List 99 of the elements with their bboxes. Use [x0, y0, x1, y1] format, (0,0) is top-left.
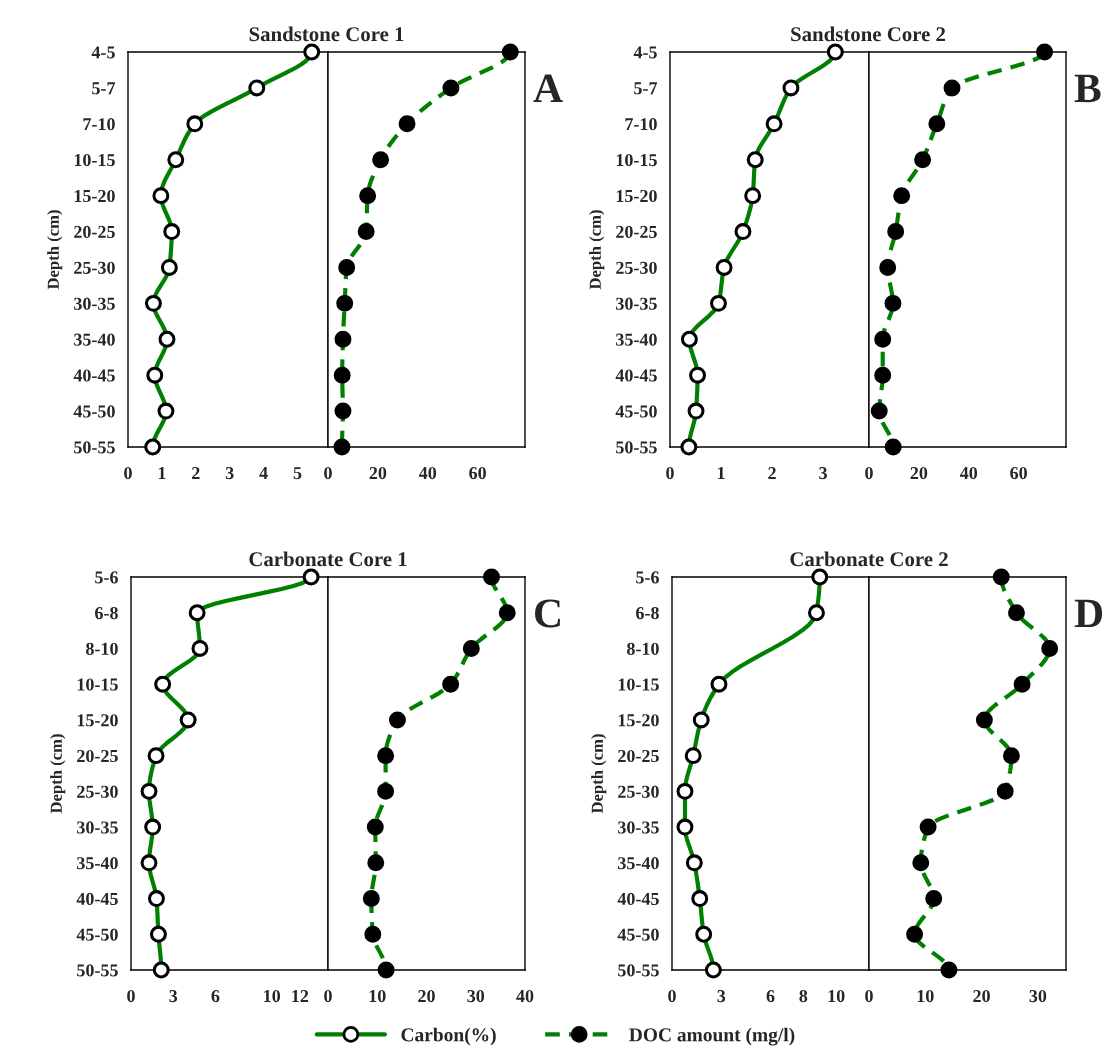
y-tick-label: 4-5	[633, 46, 657, 59]
y-tick-label: 30-35	[616, 297, 657, 310]
chart-title: Carbonate Core 2	[790, 551, 948, 567]
y-tick-label: 40-45	[76, 892, 118, 905]
y-tick-label: 5-6	[95, 571, 118, 584]
y-tick-label: 10-15	[618, 678, 659, 691]
y-tick-label: 15-20	[618, 714, 659, 727]
x-tick-label: 6	[211, 990, 220, 1003]
y-tick-label: 7-10	[625, 118, 657, 131]
y-tick-label: 45-50	[76, 928, 118, 941]
x-tick-label: 60	[1010, 466, 1027, 480]
y-tick-label: 6-8	[95, 606, 118, 620]
y-tick-label: 25-30	[616, 261, 657, 274]
y-tick-label: 35-40	[77, 857, 118, 870]
x-tick-label: 0	[124, 466, 132, 480]
x-tick-label: 0	[865, 989, 873, 1003]
y-tick-label: 30-35	[618, 821, 659, 834]
y-axis-title: Depth (cm)	[47, 210, 63, 290]
y-tick-label: 4-5	[91, 46, 115, 59]
x-tick-label: 40	[959, 466, 978, 480]
x-tick-label: 2	[192, 467, 200, 479]
chart-title: Carbonate Core 1	[249, 551, 407, 567]
y-tick-label: 6-8	[636, 606, 659, 620]
y-tick-label: 50-55	[616, 441, 657, 454]
y-tick-label: 50-55	[77, 964, 118, 977]
text: C	[535, 599, 560, 628]
legend-label: DOC amount (mg/l)	[629, 1027, 795, 1046]
x-tick-label: 3	[169, 990, 178, 1003]
x-tick-label: 30	[1029, 989, 1047, 1003]
y-tick-label: 25-30	[77, 785, 118, 798]
y-tick-label: 10-15	[77, 678, 118, 691]
x-tick-label: 1	[158, 467, 166, 479]
x-tick-label: 0	[127, 989, 135, 1003]
x-tick-label: 20	[973, 989, 990, 1003]
x-tick-label: 0	[668, 989, 676, 1003]
y-tick-label: 5-7	[92, 82, 116, 95]
y-tick-label: 50-55	[618, 964, 659, 977]
y-tick-label: 45-50	[73, 405, 115, 418]
y-tick-label: 5-6	[636, 571, 659, 584]
x-tick-label: 40	[418, 466, 437, 480]
y-tick-label: 45-50	[617, 928, 659, 941]
y-tick-label: 15-20	[74, 189, 115, 203]
x-tick-label: 0	[324, 989, 332, 1003]
x-tick-label: 40	[516, 989, 534, 1003]
y-tick-label: 15-20	[616, 189, 657, 203]
y-tick-label: 15-20	[77, 714, 118, 727]
x-tick-label: 60	[469, 466, 486, 480]
y-tick-label: 25-30	[74, 261, 115, 274]
text: A	[533, 74, 563, 103]
x-tick-label: 20	[369, 466, 387, 480]
y-tick-label: 40-45	[73, 369, 115, 382]
legend-label: Carbon(%)	[401, 1027, 496, 1046]
y-tick-label: 20-25	[618, 749, 659, 763]
y-tick-label: 50-55	[74, 441, 115, 454]
y-tick-label: 45-50	[615, 405, 657, 418]
y-tick-label: 20-25	[616, 225, 657, 238]
text: D	[1074, 599, 1103, 628]
x-tick-label: 3	[225, 467, 234, 480]
y-axis-title: Depth (cm)	[591, 734, 607, 814]
y-tick-label: 35-40	[618, 857, 659, 870]
y-tick-label: 25-30	[618, 785, 659, 798]
y-tick-label: 35-40	[74, 333, 115, 346]
x-tick-label: 20	[418, 989, 435, 1003]
x-tick-label: 3	[717, 990, 726, 1003]
y-tick-label: 10-15	[74, 153, 115, 167]
x-tick-label: 10	[917, 989, 934, 1003]
y-tick-label: 7-10	[83, 118, 115, 131]
x-tick-label: 12	[292, 990, 309, 1002]
x-tick-label: 1	[717, 467, 725, 479]
x-tick-label: 10	[369, 989, 386, 1003]
y-axis-title: Depth (cm)	[50, 734, 66, 814]
chart-title: Sandstone Core 1	[249, 26, 404, 42]
y-tick-label: 8-10	[627, 642, 659, 655]
x-tick-label: 20	[910, 466, 928, 480]
x-tick-label: 3	[819, 467, 827, 480]
x-tick-label: 30	[467, 989, 485, 1003]
y-tick-label: 8-10	[86, 642, 118, 655]
y-tick-label: 35-40	[616, 333, 657, 346]
x-tick-label: 4	[259, 467, 268, 479]
y-tick-label: 5-7	[634, 82, 658, 95]
x-tick-label: 6	[766, 990, 775, 1003]
y-tick-label: 30-35	[74, 297, 115, 310]
y-axis-title: Depth (cm)	[589, 210, 605, 290]
x-tick-label: 2	[768, 467, 776, 479]
x-tick-label: 8	[799, 989, 808, 1003]
x-tick-label: 0	[865, 466, 873, 480]
y-tick-label: 20-25	[77, 749, 118, 763]
x-tick-label: 0	[324, 466, 332, 480]
y-tick-label: 40-45	[617, 892, 659, 905]
x-tick-label: 5	[293, 467, 302, 480]
text: B	[1074, 74, 1101, 103]
x-tick-label: 0	[666, 466, 674, 480]
x-tick-label: 10	[828, 989, 845, 1003]
y-tick-label: 40-45	[615, 369, 657, 382]
y-tick-label: 10-15	[616, 153, 657, 167]
chart-title: Sandstone Core 2	[791, 26, 946, 42]
y-tick-label: 30-35	[77, 821, 118, 834]
y-tick-label: 20-25	[74, 225, 115, 238]
x-tick-label: 10	[264, 989, 281, 1003]
